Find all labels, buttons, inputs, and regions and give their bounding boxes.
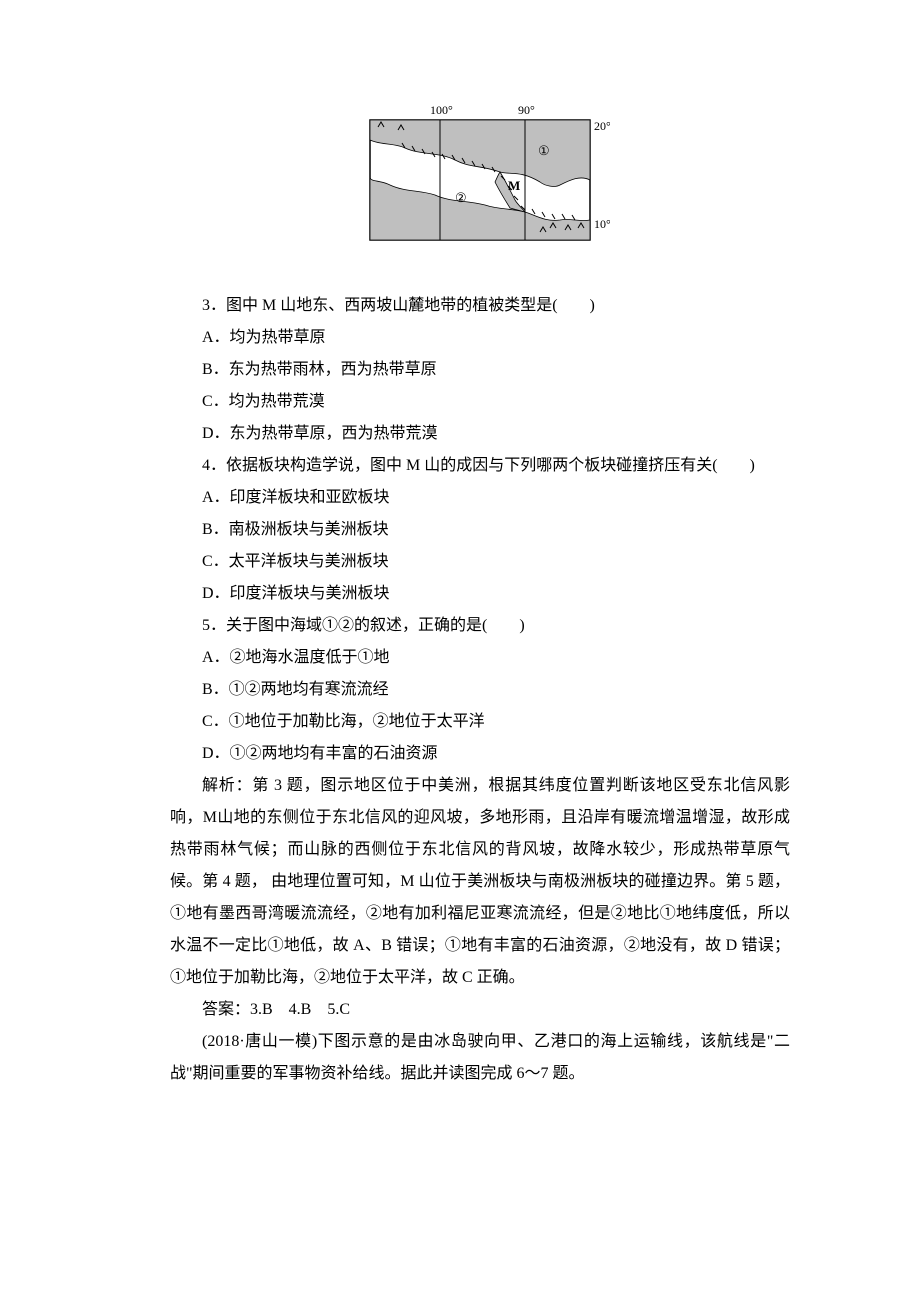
sea-label-1: ① [538, 143, 550, 158]
q5-opt-a: A．②地海水温度低于①地 [170, 642, 790, 674]
q3-opt-c: C．均为热带荒漠 [170, 386, 790, 418]
sea-label-2: ② [455, 190, 467, 205]
point-m-label: M [508, 178, 520, 193]
lat-label-20: 20° [594, 119, 610, 133]
q4-opt-a: A．印度洋板块和亚欧板块 [170, 482, 790, 514]
q5-opt-d: D．①②两地均有丰富的石油资源 [170, 738, 790, 770]
q3-opt-d: D．东为热带草原，西为热带荒漠 [170, 418, 790, 450]
q3-opt-a: A．均为热带草原 [170, 322, 790, 354]
analysis-text: 解析：第 3 题，图示地区位于中美洲，根据其纬度位置判断该地区受东北信风影响，M… [170, 770, 790, 994]
lon-label-90: 90° [518, 103, 535, 117]
q4-opt-d: D．印度洋板块与美洲板块 [170, 578, 790, 610]
answer-line: 答案：3.B 4.B 5.C [170, 994, 790, 1026]
q5-stem: 5．关于图中海域①②的叙述，正确的是( ) [170, 610, 790, 642]
lat-label-10: 10° [594, 217, 610, 231]
q4-opt-b: B．南极洲板块与美洲板块 [170, 514, 790, 546]
q3-stem: 3．图中 M 山地东、西两坡山麓地带的植被类型是( ) [170, 290, 790, 322]
next-question-intro: (2018·唐山一模)下图示意的是由冰岛驶向甲、乙港口的海上运输线，该航线是"二… [170, 1026, 790, 1090]
q5-opt-c: C．①地位于加勒比海，②地位于太平洋 [170, 706, 790, 738]
page: 100° 90° 20° 10° M ① ② 3．图中 M 山地东、西两坡山麓地… [0, 0, 920, 1302]
map-figure: 100° 90° 20° 10° M ① ② [350, 100, 610, 260]
q4-stem: 4．依据板块构造学说，图中 M 山的成因与下列哪两个板块碰撞挤压有关( ) [170, 450, 790, 482]
lon-label-100: 100° [430, 103, 453, 117]
q4-opt-c: C．太平洋板块与美洲板块 [170, 546, 790, 578]
figure-container: 100° 90° 20° 10° M ① ② [170, 100, 790, 272]
q3-opt-b: B．东为热带雨林，西为热带草原 [170, 354, 790, 386]
q5-opt-b: B．①②两地均有寒流流经 [170, 674, 790, 706]
